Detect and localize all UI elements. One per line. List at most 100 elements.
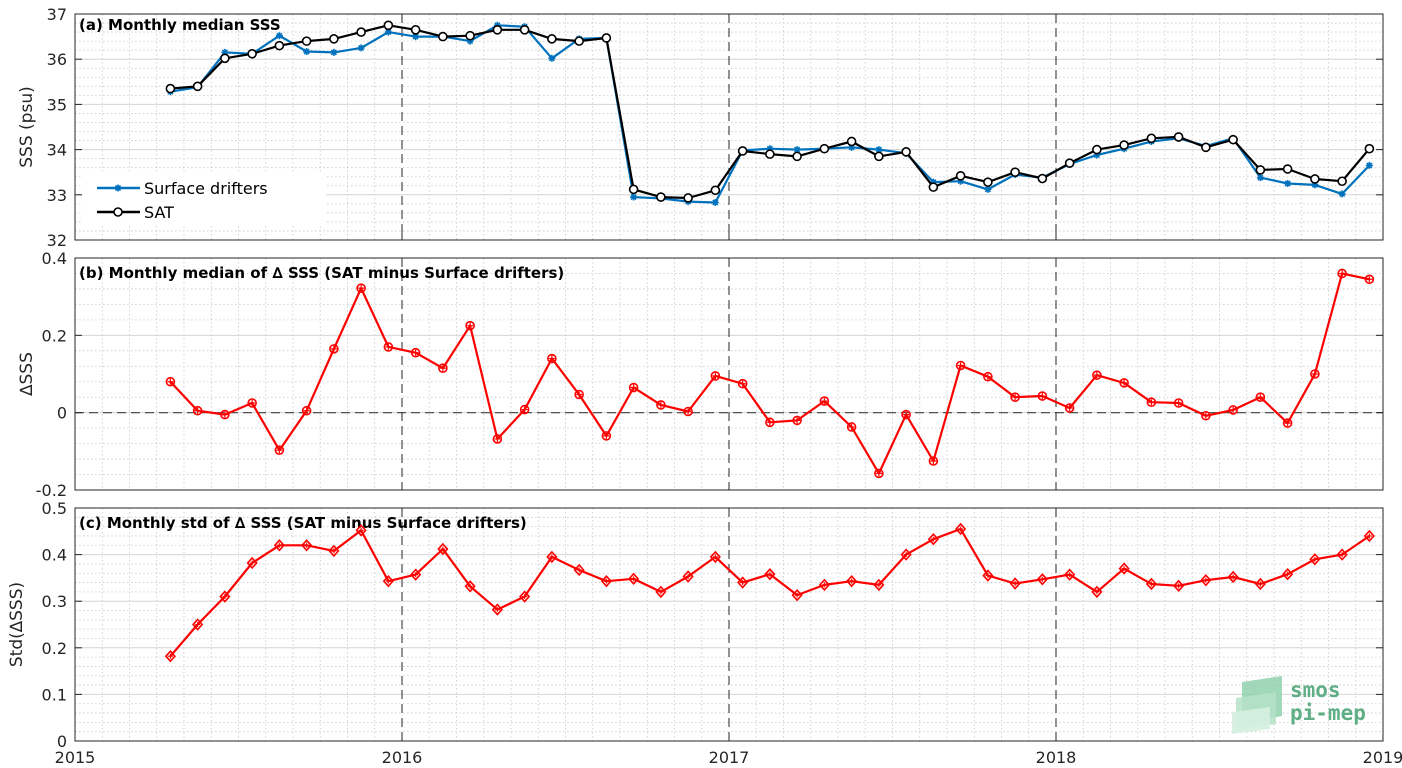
data-point-asterisk (630, 193, 638, 201)
data-point-diamond (873, 578, 885, 592)
data-point-circle (1119, 378, 1129, 388)
data-point-asterisk (793, 146, 801, 154)
data-point-cross (930, 536, 936, 542)
data-point-cross (631, 576, 637, 582)
data-point-cross (467, 583, 473, 589)
data-point-cross (712, 554, 718, 560)
y-tick-label: 36 (47, 50, 67, 69)
data-point-circle (983, 177, 993, 187)
data-point-cross (630, 384, 637, 391)
data-point-circle (1173, 398, 1184, 408)
data-point-cross (1284, 420, 1291, 427)
data-point-cross (740, 580, 746, 586)
data-point-cross (657, 401, 664, 408)
data-point-cross (549, 554, 555, 560)
y-tick-label: 0.4 (42, 249, 67, 268)
data-point-asterisk (466, 37, 474, 45)
y-tick-label: 0.3 (42, 592, 67, 611)
y-tick-label: 0.5 (42, 499, 67, 518)
data-point-circle (792, 151, 802, 162)
data-point-asterisk (1311, 181, 1319, 189)
data-point-cross (1339, 270, 1346, 277)
data-point-diamond (1145, 577, 1157, 591)
data-point-cross (195, 622, 201, 627)
data-point-cross (1257, 394, 1264, 401)
data-point-circle (1310, 369, 1320, 379)
y-tick-label: 0.2 (42, 639, 67, 658)
data-point-circle (192, 405, 203, 416)
data-point-circle (1146, 133, 1157, 144)
data-point-cross (1148, 399, 1155, 406)
data-point-diamond (600, 574, 612, 588)
data-point-cross (276, 542, 282, 548)
data-point-cross (1230, 406, 1237, 413)
data-point-circle (656, 192, 666, 202)
data-point-diamond (1118, 562, 1130, 575)
legend-sat-marker (113, 207, 123, 217)
data-point-diamond (1227, 570, 1239, 584)
data-point-circle (792, 415, 802, 426)
y-tick-label: 35 (47, 95, 67, 114)
data-point-circle (329, 34, 339, 44)
data-point-diamond (491, 603, 503, 616)
data-point-diamond (219, 590, 231, 603)
data-point-cross (766, 419, 773, 426)
data-point-cross (358, 285, 365, 292)
data-point-circle (1228, 134, 1238, 145)
data-point-asterisk (1256, 174, 1264, 182)
data-point-circle (220, 409, 230, 420)
data-point-circle (383, 20, 394, 31)
data-point-cross (1312, 556, 1318, 562)
y-tick-label: 33 (47, 186, 67, 205)
data-point-asterisk (221, 48, 229, 56)
data-point-circle (683, 193, 693, 203)
data-point-asterisk (548, 54, 556, 62)
data-point-cross (440, 546, 446, 552)
data-point-circle (274, 445, 285, 455)
panel-title: (a) Monthly median SSS (79, 16, 281, 34)
data-point-cross (194, 407, 201, 414)
legend-box (82, 172, 326, 226)
data-point-cross (1012, 580, 1018, 586)
data-point-circle (1064, 403, 1075, 413)
x-tick-label: 2015 (55, 748, 96, 767)
data-point-circle (410, 25, 421, 35)
data-point-diamond (1173, 579, 1185, 593)
data-point-diamond (764, 567, 776, 581)
data-point-asterisk (848, 143, 856, 151)
data-point-asterisk (357, 44, 365, 52)
data-point-diamond (164, 649, 176, 663)
data-point-cross (875, 470, 882, 477)
data-point-diamond (737, 576, 749, 589)
data-point-diamond (573, 563, 585, 577)
data-point-circle (410, 347, 421, 358)
data-point-cross (494, 607, 500, 613)
panel-title: (b) Monthly median of ∆ SSS (SAT minus S… (79, 264, 564, 282)
data-point-cross (712, 372, 719, 379)
data-point-circle (1119, 140, 1129, 150)
data-point-circle (1201, 410, 1211, 421)
data-point-cross (1039, 576, 1045, 582)
data-point-cross (276, 447, 283, 454)
data-point-cross (1230, 574, 1236, 580)
data-point-circle (683, 406, 693, 417)
data-point-asterisk (929, 178, 937, 186)
data-point-cross (221, 411, 228, 418)
data-point-cross (794, 592, 800, 598)
data-point-circle (1282, 164, 1293, 174)
data-point-cross (576, 391, 583, 398)
data-point-circle (301, 36, 312, 46)
data-point-cross (1202, 412, 1209, 419)
data-point-diamond (1363, 529, 1375, 543)
panel-c: 0 0.1 0.2 0.3 0.4 0.5 2015 2016 2017 2018 2019 Std(… (7, 499, 1402, 767)
data-point-circle (874, 151, 884, 162)
data-point-circle (1364, 143, 1375, 154)
y-axis-label: ∆SSS (17, 352, 37, 397)
data-point-cross (1012, 394, 1019, 401)
y-axis-label: Std(∆SSS) (7, 582, 27, 667)
series-line-2 (170, 24, 1371, 200)
data-point-circle (329, 344, 339, 354)
data-point-cross (1176, 583, 1182, 589)
x-tick-label: 2017 (709, 748, 750, 767)
